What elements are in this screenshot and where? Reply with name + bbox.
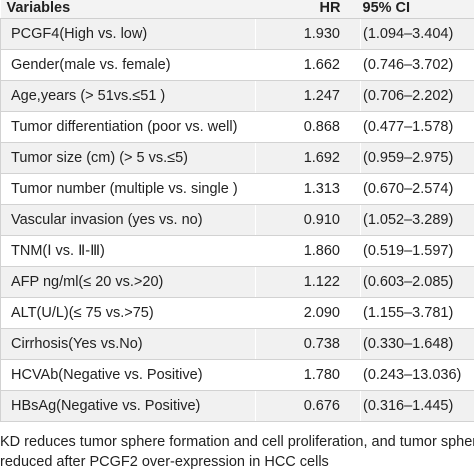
cell-variable: TNM(Ⅰ vs. Ⅱ-Ⅲ) [0,235,256,267]
table-row: Tumor size (cm) (> 5 vs.≤5) 1.692 (0.959–2… [0,142,474,174]
cell-ci: (1.155–3.781) [360,297,474,329]
cell-ci: (0.330–1.648) [360,328,474,360]
cell-variable: Vascular invasion (yes vs. no) [0,204,256,236]
table-row: Tumor differentiation (poor vs. well) 0.8… [0,111,474,143]
cell-hr: 1.662 [255,49,361,81]
header-ci: 95% CI [360,0,474,19]
cell-ci: (0.959–2.975) [360,142,474,174]
table-row: ALT(U/L)(≤ 75 vs.>75)2.090(1.155–3.781)0… [0,297,474,329]
cell-hr: 0.738 [255,328,361,360]
cell-hr: 1.692 [255,142,361,174]
cell-hr: 1.247 [255,80,361,112]
cell-variable: Age,years (> 51vs.≤51 ) [0,80,256,112]
header-hr: HR [255,0,361,19]
caption-line-1: KD reduces tumor sphere formation and ce… [0,434,474,450]
cell-ci: (1.094–3.404) [360,18,474,50]
cell-variable: Cirrhosis(Yes vs.No) [0,328,256,360]
table-row: HCVAb(Negative vs. Positive) 1.780 (0.243–… [0,359,474,391]
cell-variable: HBsAg(Negative vs. Positive) [0,390,256,422]
figure-caption: KD reduces tumor sphere formation and ce… [0,432,474,472]
cell-ci: (0.670–2.574) [360,173,474,205]
table-row: AFP ng/ml(≤ 20 vs.>20) 1.122 (0.603–2.085)… [0,266,474,298]
cell-hr: 1.122 [255,266,361,298]
caption-line-2: reduced after PCGF2 over-expression in H… [0,454,329,470]
cell-hr: 0.910 [255,204,361,236]
table-row: TNM(Ⅰ vs. Ⅱ-Ⅲ)1.860(0.519–1.597)0.0 [0,235,474,267]
table-row: Age,years (> 51vs.≤51 ) 1.247 (0.706–2.202… [0,80,474,112]
cell-hr: 1.313 [255,173,361,205]
cell-hr: 1.930 [255,18,361,50]
cell-variable: Gender(male vs. female) [0,49,256,81]
table-row: Vascular invasion (yes vs. no) 0.910 (1.05… [0,204,474,236]
cell-ci: (0.519–1.597) [360,235,474,267]
cell-ci: (0.243–13.036) [360,359,474,391]
cell-variable: PCGF4(High vs. low) [0,18,256,50]
table-row: Gender(male vs. female) 1.662 (0.746–3.702… [0,49,474,81]
cell-ci: (1.052–3.289) [360,204,474,236]
cell-variable: ALT(U/L)(≤ 75 vs.>75) [0,297,256,329]
table-row: Tumor number (multiple vs. single ) 1.313… [0,173,474,205]
table-row: HBsAg(Negative vs. Positive) 0.676 (0.316–… [0,390,474,422]
table-row: Cirrhosis(Yes vs.No)0.738(0.330–1.648)0.… [0,328,474,360]
cell-variable: Tumor differentiation (poor vs. well) [0,111,256,143]
table-body: PCGF4(High vs. low)1.930(1.094–3.404)0.0… [0,18,474,422]
header-variables: Variables [0,0,256,19]
cell-hr: 2.090 [255,297,361,329]
cell-hr: 0.676 [255,390,361,422]
cox-regression-table: Variables HR 95% CI P* PCGF4(High vs. lo… [0,0,474,422]
cell-ci: (0.706–2.202) [360,80,474,112]
cell-ci: (0.477–1.578) [360,111,474,143]
cell-variable: Tumor number (multiple vs. single ) [0,173,256,205]
cell-hr: 1.780 [255,359,361,391]
cell-variable: HCVAb(Negative vs. Positive) [0,359,256,391]
cell-hr: 1.860 [255,235,361,267]
cell-hr: 0.868 [255,111,361,143]
cell-variable: Tumor size (cm) (> 5 vs.≤5) [0,142,256,174]
cell-ci: (0.603–2.085) [360,266,474,298]
cell-ci: (0.316–1.445) [360,390,474,422]
cell-ci: (0.746–3.702) [360,49,474,81]
table-header-row: Variables HR 95% CI P* [0,0,474,19]
cell-variable: AFP ng/ml(≤ 20 vs.>20) [0,266,256,298]
table-row: PCGF4(High vs. low)1.930(1.094–3.404)0.0 [0,18,474,50]
